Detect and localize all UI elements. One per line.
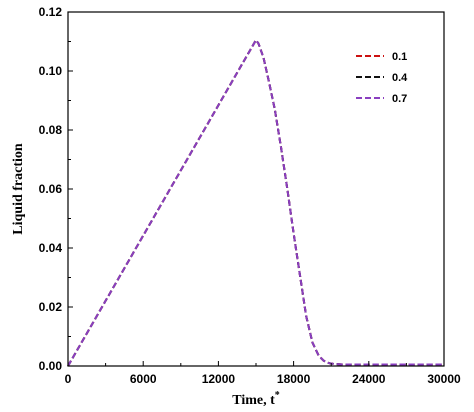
legend: 0.1 0.4 0.7 bbox=[356, 51, 408, 105]
x-tick-label: 18000 bbox=[277, 372, 311, 386]
y-tick-label: 0.12 bbox=[39, 5, 63, 19]
series-line-0-4 bbox=[67, 39, 444, 367]
series-line-0-7 bbox=[67, 39, 444, 367]
y-tick-label: 0.10 bbox=[39, 64, 63, 78]
x-tick-label: 6000 bbox=[130, 372, 157, 386]
y-axis-title: Liquid fraction bbox=[11, 143, 26, 235]
y-tick-label: 0.06 bbox=[39, 182, 63, 196]
axes-layer: 0 6000 12000 18000 24000 30000 0.00 0.02 0.04 0.0… bbox=[11, 5, 461, 408]
legend-label-0-1: 0.1 bbox=[392, 51, 407, 63]
legend-label-0-4: 0.4 bbox=[392, 72, 408, 84]
x-axis-title: Time, t* bbox=[232, 390, 280, 408]
plot-layer bbox=[67, 39, 444, 367]
y-tick-label: 0.02 bbox=[39, 300, 63, 314]
x-tick-label: 0 bbox=[65, 372, 72, 386]
x-tick-label: 24000 bbox=[352, 372, 386, 386]
y-tick-label: 0.08 bbox=[39, 123, 63, 137]
plot-frame bbox=[67, 11, 445, 367]
series-line-0-1 bbox=[67, 39, 444, 367]
x-tick-label: 30000 bbox=[427, 372, 461, 386]
legend-label-0-7: 0.7 bbox=[392, 93, 407, 105]
y-tick-label: 0.04 bbox=[39, 241, 63, 255]
y-tick-label: 0.00 bbox=[39, 359, 63, 373]
x-tick-label: 12000 bbox=[202, 372, 236, 386]
